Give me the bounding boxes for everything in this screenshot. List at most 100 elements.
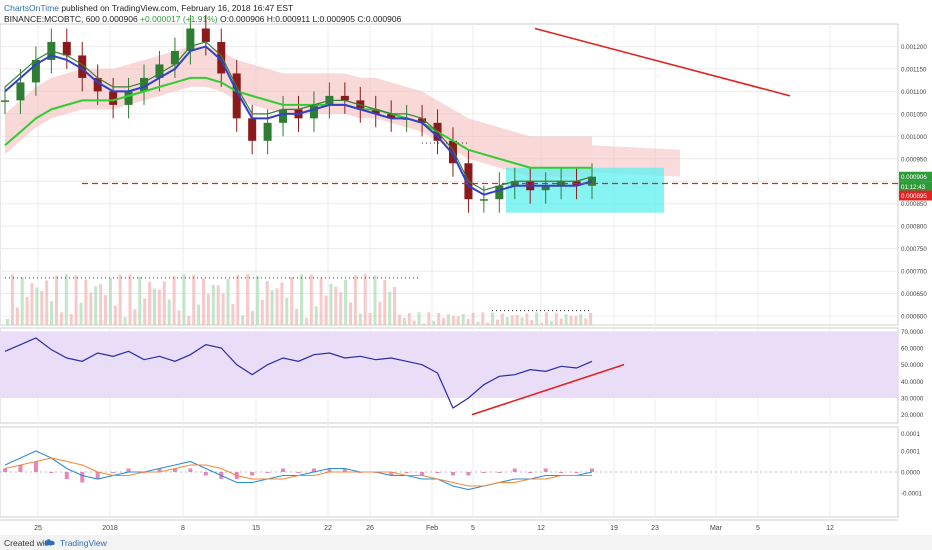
volume-bar [211,284,215,325]
volume-bar [84,279,88,325]
macd-histogram-bar [49,472,54,473]
volume-bar [45,280,49,325]
candle-body [31,59,40,83]
volume-bar [442,318,446,325]
volume-bar [35,287,39,325]
macd-histogram-bar [559,472,564,473]
dark-green-moving-average-line [4,41,593,191]
macd-histogram-bar [404,472,409,473]
macd-histogram-bar [450,472,455,476]
candle-body [170,50,179,65]
candle-body [62,41,71,56]
macd-histogram-bar [188,468,193,472]
volume-bar [270,290,274,325]
volume-bar [10,274,14,325]
volume-bar [324,295,328,325]
volume-bar [123,317,127,325]
tradingview-cloud-icon [44,539,55,545]
volume-bar [167,299,171,325]
x-tick-label: 12 [826,525,834,532]
macd-tick-label: 0.0001 [901,449,920,456]
macd-histogram-bar [574,472,579,473]
macd-histogram-bar [172,468,177,472]
candle-body [186,28,195,51]
candle-body [78,55,87,78]
volume-bar [505,317,509,325]
slow-moving-average-line [4,76,592,169]
macd-histogram-bar [203,472,208,476]
macd-histogram-bar [64,472,69,479]
x-tick-label: 8 [181,525,185,532]
volume-bar [412,320,416,325]
candle-body [201,28,210,42]
volume-bar [334,286,338,325]
volume-bar [275,288,279,325]
volume-bar [339,292,343,325]
x-tick-label: 15 [252,525,260,532]
volume-bar [59,312,63,325]
volume-bar [344,279,348,325]
price-tick-label: 0.000850 [901,201,927,208]
volume-bar [314,306,318,325]
volume-bar [363,274,367,325]
volume-bar [589,312,593,325]
rsi-tick-label: 30.0000 [901,396,924,403]
volume-bar [456,316,460,325]
volume-bar [246,274,250,325]
last-price-tag: 0.000906 [901,174,927,181]
macd-histogram-bar [512,468,517,472]
price-tick-label: 0.000800 [901,224,927,231]
volume-bar [251,311,254,325]
symbol-line: BINANCE:MCOBTC, 600 0.000906 +0.000017 (… [4,14,401,24]
countdown-tag-bg [899,181,932,192]
macd-histogram-bar [435,472,440,473]
publish-line: ChartsOnTime published on TradingView.co… [4,3,293,13]
volume-bar [545,312,548,325]
x-tick-label: 23 [651,525,659,532]
macd-histogram-bar [157,468,162,472]
candle-body [140,77,149,92]
created-with-label: Created with [4,538,52,548]
volume-bar [398,314,401,325]
volume-bar [104,295,107,325]
volume-bar [182,274,186,325]
macd-tick-label: -0.0001 [901,491,923,498]
macd-histogram-bar [528,472,533,473]
volume-bar [172,276,176,325]
volume-bar [358,313,362,325]
volume-bar [471,312,475,325]
macd-tick-label: 0.0001 [901,431,920,438]
key-level-tag-bg [899,190,932,201]
volume-bar [368,312,372,325]
macd-histogram-bar [281,468,286,472]
candle-body [232,73,241,119]
macd-tick-label: 0.0000 [901,470,920,477]
x-tick-label: Feb [426,525,438,532]
volume-bar [437,313,441,325]
candle-body [479,199,488,201]
x-tick-label: 5 [756,525,760,532]
volume-bar [402,317,406,325]
volume-bar [574,316,578,325]
volume-bar [162,281,166,325]
macd-histogram-bar [311,468,316,472]
x-tick-label: 19 [610,525,618,532]
volume-bar [25,296,29,325]
volume-bar [476,321,480,325]
tradingview-link[interactable]: TradingView [60,538,107,548]
volume-bar [329,283,333,325]
candle-body [418,118,427,123]
volume-bar [133,309,137,325]
volume-bar [520,317,524,325]
x-tick-label: 2018 [102,525,118,532]
volume-bar [118,274,122,325]
macd-histogram-bar [126,468,131,472]
publisher-link[interactable]: ChartsOnTime [4,3,59,13]
volume-bar [393,287,397,325]
volume-bar [153,288,156,325]
volume-bar [221,293,225,325]
macd-signal-line [4,457,592,487]
macd-histogram-bar [590,468,594,472]
volume-bar [300,274,303,325]
volume-bar [50,301,54,325]
